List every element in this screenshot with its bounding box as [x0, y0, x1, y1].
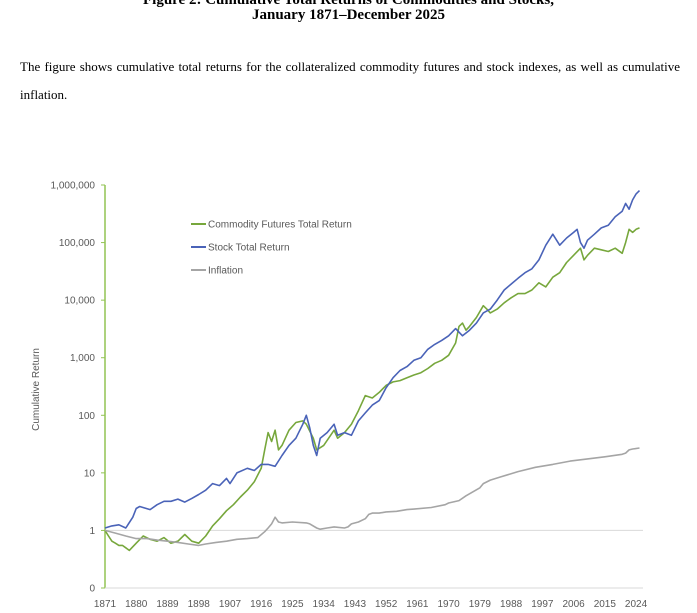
x-tick-label: 2024 [625, 599, 648, 610]
x-tick-label: 1961 [406, 599, 429, 610]
legend: Commodity Futures Total Return Stock Tota… [191, 220, 352, 277]
legend-label: Stock Total Return [208, 243, 290, 254]
x-tick-label: 1880 [125, 599, 148, 610]
x-tick-label: 1997 [531, 599, 554, 610]
data-series [104, 190, 641, 552]
legend-label: Inflation [208, 266, 243, 277]
figure-caption: The figure shows cumulative total return… [20, 59, 680, 102]
x-tick-label: 1970 [438, 599, 461, 610]
x-tick-label: 1898 [188, 599, 211, 610]
y-tick-label: 10 [84, 468, 96, 479]
x-tick-label: 2006 [562, 599, 585, 610]
figure-title: Figure 2: Cumulative Total Returns of Co… [0, 0, 697, 23]
y-tick-label: 100,000 [59, 238, 96, 249]
y-tick-label: 1,000 [70, 353, 95, 364]
figure-title-line-1: Figure 2: Cumulative Total Returns of Co… [143, 0, 554, 8]
y-axis-tick-labels: 0 1 10 100 1,000 10,000 100,000 1,000,000 [51, 181, 96, 595]
x-tick-label: 1871 [94, 599, 117, 610]
x-tick-label: 1943 [344, 599, 367, 610]
inflation-line [104, 447, 640, 547]
x-tick-label: 1934 [313, 599, 336, 610]
x-tick-label: 1916 [250, 599, 273, 610]
commodity-futures-total-return-line [104, 227, 640, 552]
figure-title-line-2: January 1871–December 2025 [251, 7, 446, 23]
y-axis-label: Cumulative Return [31, 348, 42, 431]
y-tick-label: 1 [89, 526, 95, 537]
y-tick-label: 0 [89, 584, 95, 595]
y-tick-label: 1,000,000 [51, 181, 96, 192]
x-axis-tick-labels: 1871 1880 1889 1898 1907 1916 1925 1934 1943 1952… [94, 599, 648, 610]
x-tick-label: 1889 [156, 599, 179, 610]
x-tick-label: 1907 [219, 599, 242, 610]
x-tick-label: 1925 [281, 599, 304, 610]
legend-label: Commodity Futures Total Return [208, 220, 352, 231]
x-tick-label: 1988 [500, 599, 523, 610]
stock-total-return-line [104, 190, 641, 529]
x-tick-label: 1952 [375, 599, 398, 610]
x-tick-label: 2015 [594, 599, 617, 610]
y-tick-label: 100 [78, 411, 95, 422]
x-tick-label: 1979 [469, 599, 492, 610]
y-tick-label: 10,000 [64, 296, 95, 307]
axes [101, 184, 643, 589]
